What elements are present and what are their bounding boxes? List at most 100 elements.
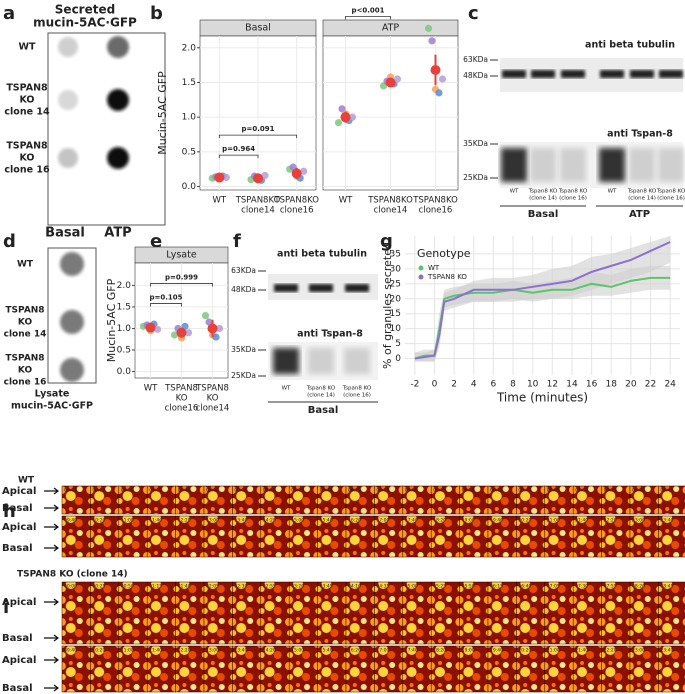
microscopy-frame [516, 581, 546, 645]
x-tick-label: -2 [410, 380, 419, 390]
microscopy-frame [430, 515, 460, 558]
timestamp: 09:40 [64, 648, 77, 654]
legend-marker [418, 274, 424, 280]
microscopy-frame [345, 581, 375, 645]
panel-letter: c [468, 3, 479, 24]
timestamp: 22:20 [604, 648, 617, 654]
p-value: p=0.999 [165, 274, 198, 282]
data-point [435, 89, 443, 97]
microscopy-frame [629, 485, 659, 515]
antibody-label: anti beta tubulin [277, 249, 367, 260]
microscopy-frame [374, 581, 404, 645]
blot-smear [658, 148, 684, 182]
x-tick-label: clone16 [165, 404, 199, 414]
y-tick-label: 15 [390, 309, 401, 319]
x-tick-label: 16 [586, 380, 598, 390]
arrow [44, 544, 59, 552]
x-tick-label: TSPAN8KO [273, 196, 319, 206]
marker-label: 35KDa [231, 345, 256, 354]
timestamp: 14:20 [263, 518, 276, 524]
timestamp: 12:20 [178, 648, 191, 654]
microscopy-frame [544, 515, 574, 558]
group-label: Basal [528, 209, 559, 220]
x-tick-label: clone16 [280, 206, 314, 216]
microscopy-frame [203, 515, 233, 558]
microscopy-frame [459, 515, 489, 558]
blot-smear [629, 148, 655, 182]
marker-label: 48KDa [231, 285, 256, 294]
blot-dot [58, 90, 78, 110]
microscopy-frame [146, 515, 176, 558]
antibody-label: anti Tspan-8 [297, 329, 363, 340]
mean-point [385, 77, 396, 88]
row-label: TSPAN8 [6, 83, 48, 94]
marker-label: 35KDa [463, 139, 488, 148]
data-point [184, 329, 193, 337]
x-tick-label: 20 [625, 380, 637, 390]
legend-label: TSPAN8 KO [427, 273, 467, 281]
row-label: Basal [2, 503, 33, 514]
y-axis-label: Mucin-5AC GFP [105, 278, 118, 362]
microscopy-frame [90, 581, 120, 645]
timestamp: 09:40 [64, 518, 77, 524]
microscopy-frame [402, 581, 432, 645]
y-tick-label: 20 [390, 294, 402, 304]
microscopy-frame [601, 581, 631, 645]
row-label: clone 16 [4, 165, 50, 176]
data-point [300, 167, 308, 175]
timestamp: 05:00 [405, 488, 418, 494]
timestamp: 20:20 [518, 518, 531, 524]
microscopy-frame [118, 515, 148, 558]
row-label: TSPAN8 [6, 141, 48, 152]
x-tick-label: 8 [510, 380, 516, 390]
timestamp: 13:40 [234, 518, 247, 524]
timestamp: 19:40 [490, 518, 503, 524]
timestamp: 23:00 [632, 648, 645, 654]
row-label: Apical [2, 597, 36, 608]
timestamp: 21:40 [575, 518, 588, 524]
timestamp: 07:30 [575, 488, 588, 494]
significance-bracket [218, 134, 298, 139]
column-label: ATP [104, 226, 131, 241]
y-axis-label: Mucin-5AC GFP [156, 71, 169, 155]
microscopy-frame [317, 515, 347, 558]
timestamp: 16:20 [348, 518, 361, 524]
microscopy-frame [90, 485, 120, 515]
timestamp: 03:45 [320, 488, 333, 494]
timestamp: 07:05 [547, 584, 560, 590]
microscopy-frame [658, 515, 685, 558]
microscopy-frame [572, 581, 602, 645]
group-label: ATP [629, 209, 650, 220]
timestamp: 23:40 [660, 518, 673, 524]
blot-dot [60, 310, 84, 334]
blot-dot [58, 148, 78, 168]
x-tick-label: 14 [566, 380, 578, 390]
microscopy-frame [544, 581, 574, 645]
y-tick-label: 1.5 [182, 78, 196, 88]
microscopy-frame [374, 515, 404, 558]
data-point [201, 311, 210, 320]
lane-label: WT [510, 189, 519, 195]
mean-point [430, 64, 441, 75]
blot-dot [107, 147, 129, 169]
facet-title: Lysate [166, 250, 197, 261]
timestamp: 20:20 [518, 648, 531, 654]
x-tick-label: 18 [606, 380, 618, 390]
blot-smear [530, 148, 556, 182]
timestamp: 05:25 [433, 584, 446, 590]
timestamp: 17:00 [376, 648, 389, 654]
mean-point [291, 168, 302, 179]
x-tick-label: 10 [527, 380, 539, 390]
timestamp: 01:40 [178, 584, 191, 590]
row-label: TSPAN8 [5, 354, 44, 364]
data-point [170, 331, 179, 339]
microscopy-frame [90, 645, 120, 693]
timestamp: 10:20 [92, 648, 105, 654]
timestamp: 00:00 [64, 584, 77, 590]
y-tick-label: 25 [390, 279, 401, 289]
blot-band [659, 70, 683, 78]
timestamp: 00:00 [64, 488, 77, 494]
lane-label: (clone 14) [307, 393, 335, 399]
y-tick-label: 2.0 [182, 43, 197, 53]
microscopy-frame [629, 645, 659, 693]
